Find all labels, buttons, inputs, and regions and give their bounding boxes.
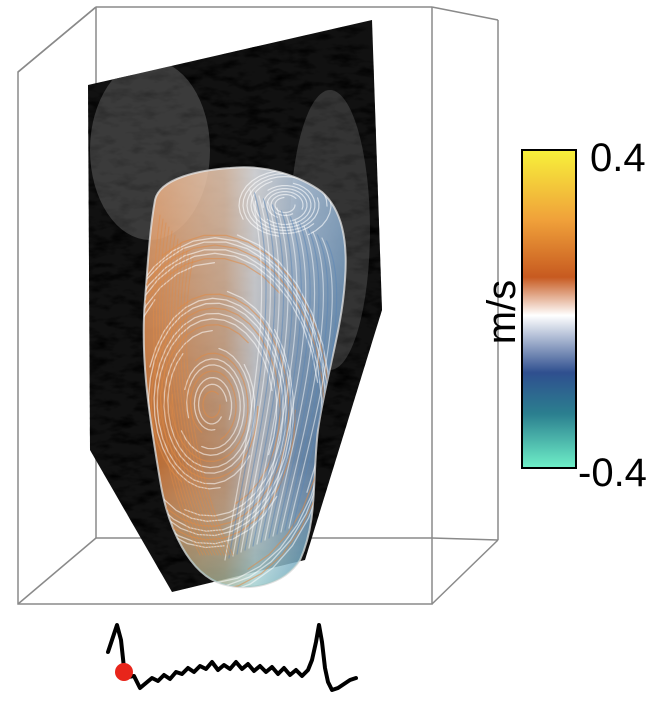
streamline [246,175,315,235]
colorbar-unit-label: m/s [480,279,525,345]
streamline [143,257,297,541]
streamline [240,201,280,553]
streamline [276,228,320,535]
colorbar-min-label: -0.4 [578,451,647,495]
streamline [180,358,245,456]
streamline [182,254,231,556]
streamline [244,204,285,551]
time-marker [115,663,133,681]
streamline [176,246,225,556]
streamline [143,234,331,588]
streamline [170,238,219,556]
streamline [252,210,294,547]
streamline [264,219,307,541]
streamline [179,250,228,556]
bounding-box-front [17,6,499,605]
streamline [171,352,249,463]
streamline [164,230,213,556]
colorbar [521,149,577,469]
streamline [268,222,311,539]
streamline [143,241,327,584]
streamline [272,225,316,537]
streamline [193,376,233,431]
streamline [284,234,329,531]
colorbar-max-label: 0.4 [590,136,646,180]
streamline [280,231,324,533]
streamline [153,312,278,490]
streamline [189,370,237,440]
streamline [228,192,267,559]
streamline [236,198,276,555]
streamline [143,297,287,522]
streamline [161,226,210,556]
streamline [185,258,234,556]
streamline [260,216,302,543]
streamline [156,318,273,485]
streamline [159,324,259,480]
streamline [197,383,228,425]
ventricle-mesh [142,166,347,589]
streamline [202,390,221,419]
streamline [224,189,263,561]
streamline [256,213,298,545]
streamline [167,347,253,469]
streamline [232,195,272,557]
streamline [158,222,207,556]
streamline [173,242,222,556]
streamline [288,237,333,529]
streamline [152,214,201,556]
streamline [248,207,289,549]
ecg-trace [106,623,358,692]
streamline [266,191,304,218]
streamline [155,218,204,556]
streamline [143,252,319,545]
streamline [150,307,281,505]
streamline [292,240,338,527]
streamline [167,234,216,556]
streamline [147,302,284,517]
streamline [186,364,241,450]
streamline [262,188,308,222]
